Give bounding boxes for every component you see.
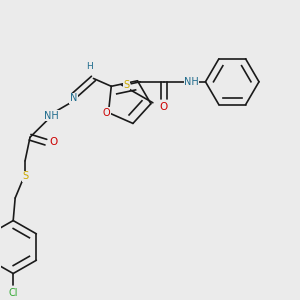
- Text: Cl: Cl: [8, 288, 18, 298]
- Text: O: O: [103, 108, 110, 118]
- Text: S: S: [123, 80, 129, 90]
- Text: NH: NH: [184, 77, 199, 87]
- Text: N: N: [70, 93, 77, 103]
- Text: S: S: [22, 172, 28, 182]
- Text: O: O: [160, 102, 168, 112]
- Text: NH: NH: [44, 111, 59, 121]
- Text: O: O: [50, 137, 58, 147]
- Text: H: H: [86, 62, 93, 71]
